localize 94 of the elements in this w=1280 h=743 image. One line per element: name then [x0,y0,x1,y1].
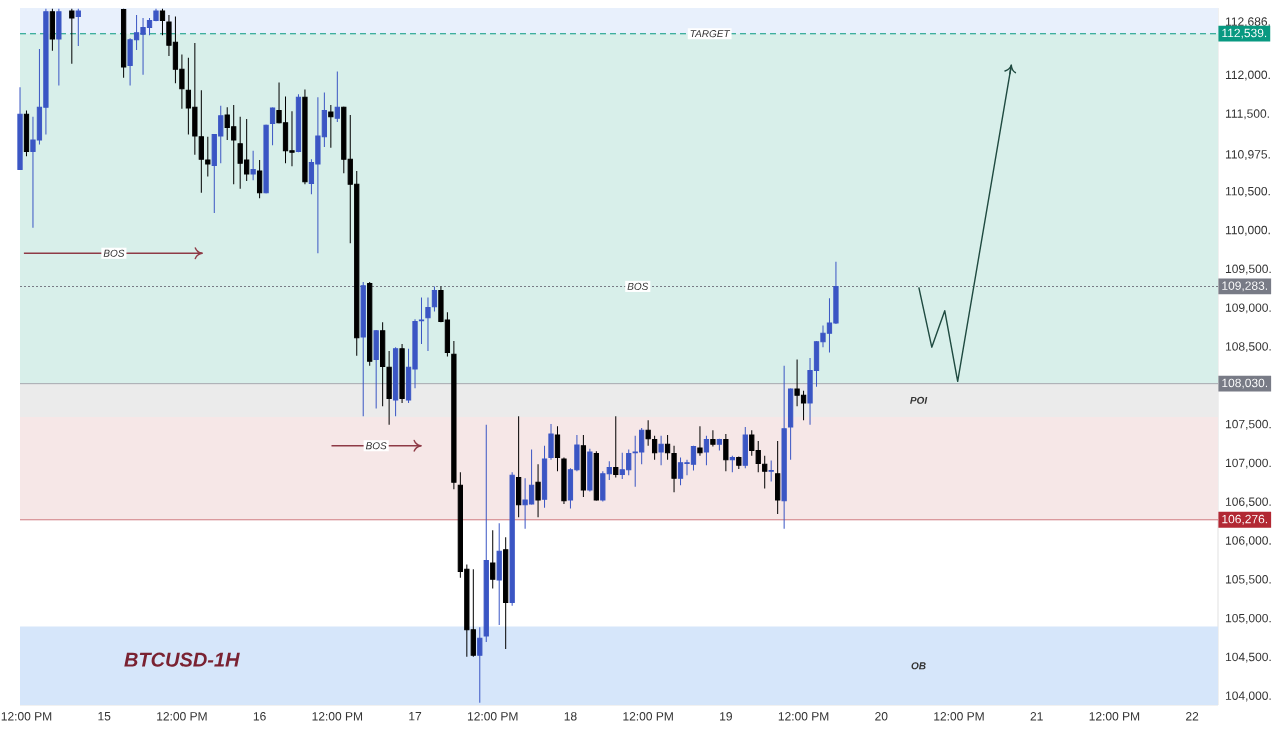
x-tick-label: 12:00 PM [157,712,207,721]
y-tick-label: 106,000. [1225,536,1271,547]
candlestick [509,471,515,607]
candlestick [250,150,256,181]
candlestick [496,522,502,626]
candlestick [554,425,561,472]
y-tick-label: 112,686. [1225,17,1270,28]
candlestick [671,445,677,493]
x-tick-label: 18 [564,712,577,721]
annotation: BOS [627,282,649,290]
x-tick-label: 19 [720,712,732,721]
y-tick-label: 111,500. [1225,109,1269,120]
candlestick [658,435,664,466]
x-tick-label: 12:00 PM [467,712,518,721]
text: BTCUSD-1H [124,652,240,667]
y-tick-label: 106,500. [1225,497,1271,508]
candlestick [477,626,483,704]
y-tick-label: 105,500. [1225,575,1271,585]
candlestick [541,445,548,509]
candlestick [768,459,774,482]
candlestick [787,387,794,461]
candlestick [781,365,787,530]
y-tick-label: 104,000. [1225,691,1271,702]
candlestick [561,456,567,505]
candlestick [269,106,276,146]
band-label: OB [911,662,926,670]
y-tick-label: 110,975. [1225,150,1270,161]
candlestick [587,448,593,493]
x-tick-label: 12:00 PM [934,712,984,721]
candlestick [263,123,269,194]
candlestick [451,340,457,490]
candlestick [651,435,658,461]
y-tick-label: 107,000. [1225,458,1271,469]
y-tick-label: 109,000. [1225,303,1271,314]
x-tick-label: 16 [253,712,266,721]
candlestick [490,529,496,590]
x-tick-label: 22 [1186,712,1199,721]
y-tick-label: 109,500. [1225,264,1271,275]
x-tick-label: 12:00 PM [778,712,829,721]
annotation: TARGET [690,30,731,38]
ref-line-label: 106,276. [1222,514,1267,525]
candlestick [380,321,386,407]
candlestick [503,536,509,650]
candlestick [645,419,651,447]
candlestick [392,346,399,417]
candlestick [159,8,166,36]
candlestick [483,424,489,643]
y-tick-label: 110,500. [1225,186,1270,197]
ref-line-label: 109,283. [1222,281,1267,292]
annotation: BOS [103,249,125,257]
candlestick [360,281,366,417]
ref-line-label: 112,539. [1222,28,1267,39]
candlestick [516,415,522,518]
candlestick [328,104,334,149]
candlestick [710,429,716,448]
y-tick-label: 107,500. [1225,419,1271,430]
candlestick [697,425,703,457]
x-tick-label: 20 [875,712,888,721]
candlestick [723,433,729,472]
candlestick [535,463,541,518]
candlestick [425,296,431,352]
candlestick [703,435,710,466]
candlestick [399,343,405,404]
candlestick [716,438,723,451]
ref-line-label: 108,030. [1222,378,1267,389]
band-label: POI [910,396,928,404]
y-tick-label: 104,500. [1225,652,1271,663]
candlestick [418,296,425,345]
x-tick-label: 12:00 PM [623,712,673,721]
candlestick [736,456,742,470]
candlestick [373,329,379,409]
x-tick-label: 12:00 PM [1,712,52,721]
candlestick [613,415,619,479]
candlestick [580,434,587,498]
candlestick [334,71,340,123]
candlestick [664,434,671,461]
y-tick-label: 108,500. [1225,342,1271,353]
x-tick-label: 17 [409,712,422,721]
candlestick [762,455,768,489]
x-tick-label: 15 [98,712,111,721]
x-tick-label: 12:00 PM [312,712,363,721]
y-tick-label: 105,000. [1225,613,1271,624]
annotation: BOS [365,442,387,450]
y-tick-label: 112,000. [1225,70,1270,81]
candlestick [729,455,735,473]
candlestick [548,423,554,461]
x-tick-label: 21 [1030,712,1043,721]
x-tick-label: 12:00 PM [1089,712,1140,721]
candlestick [302,88,308,185]
candlestick [775,440,781,515]
y-tick-label: 110,000. [1225,225,1270,236]
candlestick [256,159,263,199]
candlestick [742,426,748,469]
candlestick [386,350,392,426]
